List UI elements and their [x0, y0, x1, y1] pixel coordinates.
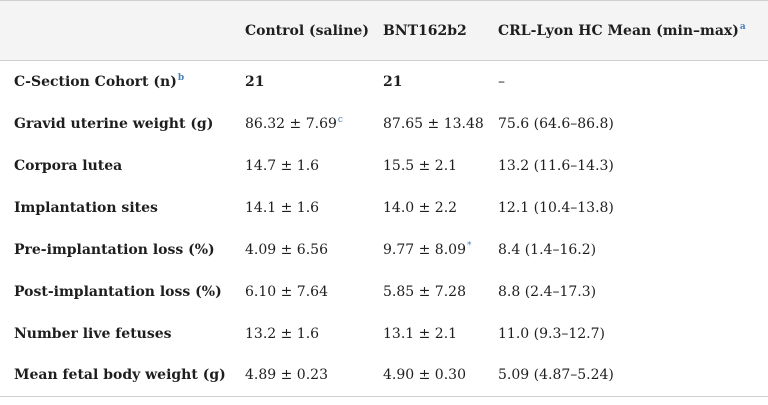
cell-control: 6.10 ± 7.64: [232, 271, 370, 313]
cell-control: 4.09 ± 6.56: [232, 229, 370, 271]
cell-control-text: 6.10 ± 7.64: [245, 283, 328, 300]
cell-control-text: 4.09 ± 6.56: [245, 241, 328, 258]
cell-bnt162b2: 87.65 ± 13.48: [370, 103, 486, 145]
cell-control: 4.89 ± 0.23: [232, 354, 370, 397]
cell-bnt162b2-text: 14.0 ± 2.2: [383, 199, 458, 216]
cell-crl-lyon: 75.6 (64.6–86.8): [486, 103, 768, 145]
row-label: Number live fetuses: [0, 313, 232, 355]
footnote-link-a[interactable]: a: [739, 21, 746, 32]
row-label-text: Corpora lutea: [14, 157, 123, 174]
row-label: Corpora lutea: [0, 145, 232, 187]
row-label-text: Number live fetuses: [14, 325, 172, 342]
cell-crl-lyon: 8.4 (1.4–16.2): [486, 229, 768, 271]
cell-crl-lyon-text: –: [498, 73, 505, 90]
header-row: Control (saline) BNT162b2 CRL-Lyon HC Me…: [0, 0, 768, 61]
row-label-text: Gravid uterine weight (g): [14, 115, 214, 132]
row-label: Post-implantation loss (%): [0, 271, 232, 313]
table-row: Pre-implantation loss (%) 4.09 ± 6.56 9.77…: [0, 229, 768, 271]
cell-crl-lyon: 13.2 (11.6–14.3): [486, 145, 768, 187]
cell-crl-lyon-text: 5.09 (4.87–5.24): [498, 367, 614, 384]
cell-bnt162b2-text: 4.90 ± 0.30: [383, 367, 466, 384]
cell-crl-lyon: 5.09 (4.87–5.24): [486, 354, 768, 397]
cell-bnt162b2: 5.85 ± 7.28: [370, 271, 486, 313]
cell-bnt162b2: 14.0 ± 2.2: [370, 187, 486, 229]
cell-control-text: 14.1 ± 1.6: [245, 199, 320, 216]
cell-crl-lyon-text: 8.8 (2.4–17.3): [498, 283, 597, 300]
row-label-text: Mean fetal body weight (g): [14, 367, 226, 384]
row-label: Gravid uterine weight (g): [0, 103, 232, 145]
row-label: Pre-implantation loss (%): [0, 229, 232, 271]
row-label: Implantation sites: [0, 187, 232, 229]
row-label-text: Pre-implantation loss (%): [14, 241, 215, 258]
cell-crl-lyon: 8.8 (2.4–17.3): [486, 271, 768, 313]
cell-crl-lyon: 11.0 (9.3–12.7): [486, 313, 768, 355]
cell-bnt162b2-text: 21: [383, 73, 403, 90]
cell-control-text: 21: [245, 73, 265, 90]
cell-bnt162b2-text: 15.5 ± 2.1: [383, 157, 458, 174]
cell-control: 13.2 ± 1.6: [232, 313, 370, 355]
table-row: Gravid uterine weight (g) 86.32 ± 7.69c 87…: [0, 103, 768, 145]
cell-control-text: 4.89 ± 0.23: [245, 367, 328, 384]
cell-crl-lyon: 12.1 (10.4–13.8): [486, 187, 768, 229]
footnote-link[interactable]: b: [177, 73, 185, 84]
header-bnt162b2: BNT162b2: [370, 1, 486, 61]
table-row: Corpora lutea 14.7 ± 1.6 15.5 ± 2.1 13.2 (1…: [0, 145, 768, 187]
cell-control-text: 14.7 ± 1.6: [245, 157, 320, 174]
header-bnt162b2-label: BNT162b2: [383, 22, 467, 39]
cell-bnt162b2-text: 13.1 ± 2.1: [383, 325, 458, 342]
table-header: Control (saline) BNT162b2 CRL-Lyon HC Me…: [0, 0, 768, 61]
row-label-text: Post-implantation loss (%): [14, 283, 222, 300]
cell-bnt162b2-text: 9.77 ± 8.09: [383, 241, 466, 258]
row-label-text: Implantation sites: [14, 199, 158, 216]
footnote-link[interactable]: c: [337, 114, 343, 125]
header-control-label: Control (saline): [245, 22, 369, 39]
cell-crl-lyon-text: 12.1 (10.4–13.8): [498, 199, 614, 216]
table-row: Implantation sites 14.1 ± 1.6 14.0 ± 2.2 12…: [0, 187, 768, 229]
cell-bnt162b2: 15.5 ± 2.1: [370, 145, 486, 187]
cell-bnt162b2: 13.1 ± 2.1: [370, 313, 486, 355]
cell-control-text: 86.32 ± 7.69: [245, 115, 337, 132]
row-label-text: C-Section Cohort (n): [14, 73, 177, 90]
cell-crl-lyon-text: 11.0 (9.3–12.7): [498, 325, 605, 342]
cell-crl-lyon-text: 75.6 (64.6–86.8): [498, 115, 614, 132]
cell-control: 14.7 ± 1.6: [232, 145, 370, 187]
cell-bnt162b2: 4.90 ± 0.30: [370, 354, 486, 397]
cell-control: 14.1 ± 1.6: [232, 187, 370, 229]
table-body: C-Section Cohort (n)b 21 21 – Gravid uterine…: [0, 61, 768, 397]
row-label: Mean fetal body weight (g): [0, 354, 232, 397]
table-row: Mean fetal body weight (g) 4.89 ± 0.23 4.9…: [0, 354, 768, 397]
cell-crl-lyon-text: 13.2 (11.6–14.3): [498, 157, 614, 174]
header-control: Control (saline): [232, 1, 370, 61]
cell-bnt162b2-text: 87.65 ± 13.48: [383, 115, 484, 132]
header-blank-cell: [0, 1, 232, 61]
cell-bnt162b2: 21: [370, 61, 486, 103]
cell-crl-lyon: –: [486, 61, 768, 103]
cell-control: 86.32 ± 7.69c: [232, 103, 370, 145]
cell-control-text: 13.2 ± 1.6: [245, 325, 320, 342]
footnote-link[interactable]: *: [466, 240, 472, 251]
cell-crl-lyon-text: 8.4 (1.4–16.2): [498, 241, 597, 258]
table-row: Number live fetuses 13.2 ± 1.6 13.1 ± 2.1 1…: [0, 313, 768, 355]
row-label: C-Section Cohort (n)b: [0, 61, 232, 103]
header-crl-lyon: CRL-Lyon HC Mean (min–max)a: [486, 1, 768, 61]
table-row: C-Section Cohort (n)b 21 21 –: [0, 61, 768, 103]
table-row: Post-implantation loss (%) 6.10 ± 7.64 5.8…: [0, 271, 768, 313]
cell-control: 21: [232, 61, 370, 103]
header-crl-lyon-label: CRL-Lyon HC Mean (min–max): [498, 22, 739, 39]
cell-bnt162b2: 9.77 ± 8.09*: [370, 229, 486, 271]
cell-bnt162b2-text: 5.85 ± 7.28: [383, 283, 466, 300]
